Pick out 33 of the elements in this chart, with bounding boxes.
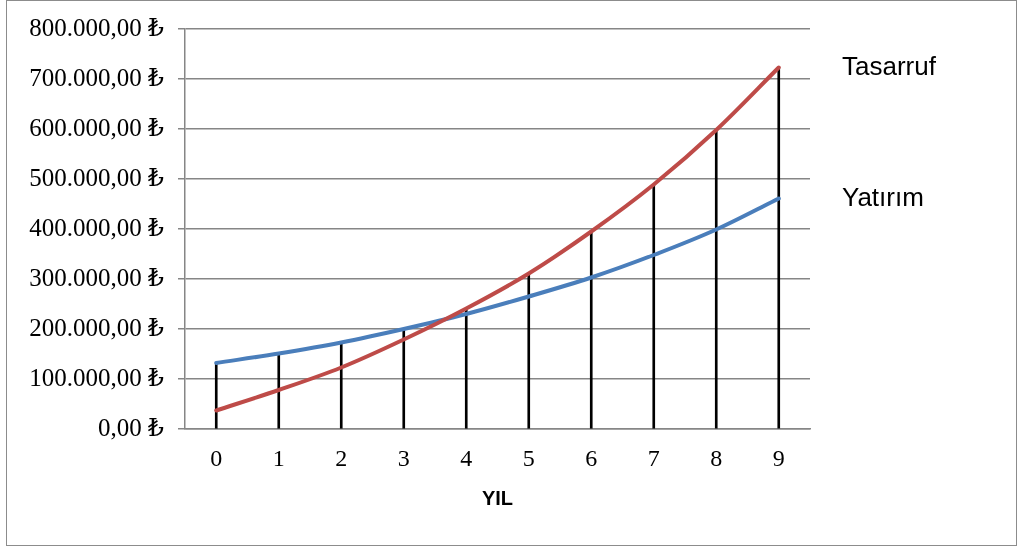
line-series (214, 196, 781, 365)
y-tick-label: 500.000,00 ₺ (29, 163, 165, 191)
x-tick-label: 2 (335, 444, 348, 471)
x-tick-label: 5 (522, 444, 535, 471)
bar (652, 184, 656, 429)
x-tick-label: 1 (272, 444, 285, 471)
x-tick-label: 8 (710, 444, 723, 471)
x-tick-label: 7 (647, 444, 660, 471)
bar (214, 362, 218, 429)
line-series (214, 65, 781, 413)
bar (527, 273, 531, 429)
bar (464, 308, 468, 429)
bar (714, 129, 718, 429)
x-tick-label: 6 (585, 444, 598, 471)
y-tick-label: 100.000,00 ₺ (29, 363, 165, 391)
x-tick-label: 9 (772, 444, 785, 471)
x-axis-title: YIL (481, 486, 514, 509)
x-tick-label: 0 (210, 444, 223, 471)
text: Tasarruf (842, 50, 937, 81)
y-tick-label: 800.000,00 ₺ (29, 13, 165, 41)
y-tick-label: 600.000,00 ₺ (29, 113, 165, 141)
y-tick-label: 300.000,00 ₺ (29, 263, 165, 291)
x-tick-label: 4 (460, 444, 473, 471)
bar (589, 231, 593, 429)
text: Yatırım (842, 181, 924, 212)
x-tick-label: 3 (397, 444, 410, 471)
bar (402, 328, 406, 429)
y-tick-label: 200.000,00 ₺ (29, 313, 165, 341)
bar (339, 342, 343, 429)
y-tick-label: 0,00 ₺ (98, 413, 165, 441)
y-tick-label: 400.000,00 ₺ (29, 213, 165, 241)
y-tick-label: 700.000,00 ₺ (29, 63, 165, 91)
bar (777, 67, 781, 429)
